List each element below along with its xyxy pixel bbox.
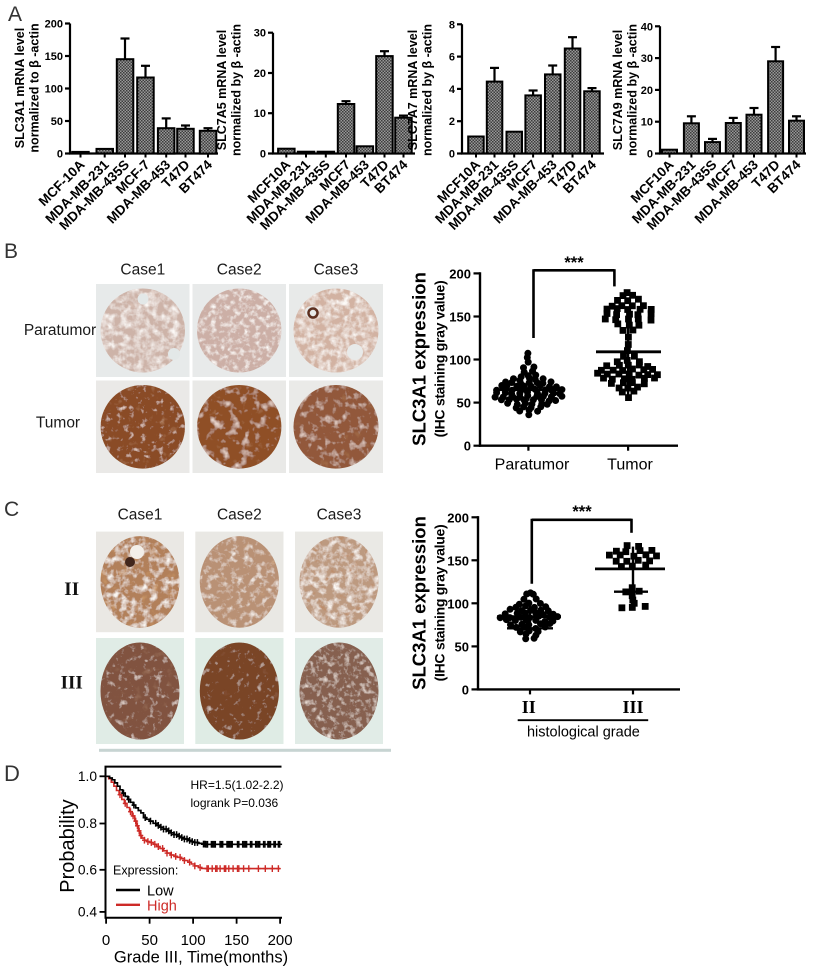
svg-text:0: 0 — [462, 682, 469, 697]
svg-text:200: 200 — [45, 19, 63, 31]
svg-text:III: III — [61, 673, 83, 694]
svg-text:150: 150 — [224, 932, 249, 949]
svg-text:50: 50 — [457, 396, 471, 411]
svg-text:200: 200 — [449, 266, 471, 281]
svg-text:SLC7A5 mRNA level: SLC7A5 mRNA level — [215, 30, 229, 150]
svg-text:normalized by β -actin: normalized by β -actin — [421, 24, 435, 156]
svg-text:Case1: Case1 — [118, 507, 163, 524]
svg-text:A: A — [8, 3, 22, 26]
svg-text:200: 200 — [447, 510, 469, 525]
svg-text:1.0: 1.0 — [78, 769, 98, 784]
svg-text:Paratumor: Paratumor — [24, 322, 96, 339]
svg-text:D: D — [4, 761, 20, 786]
svg-text:C: C — [4, 498, 19, 521]
svg-text:50: 50 — [455, 639, 469, 654]
svg-text:100: 100 — [45, 84, 63, 96]
svg-text:0.4: 0.4 — [78, 904, 98, 919]
svg-text:Case2: Case2 — [217, 262, 262, 279]
svg-text:0: 0 — [647, 149, 653, 161]
svg-text:B: B — [4, 240, 18, 263]
svg-text:(IHC staining gray value): (IHC staining gray value) — [432, 525, 448, 682]
svg-text:6: 6 — [449, 52, 455, 64]
svg-text:20: 20 — [254, 68, 266, 80]
svg-text:HR=1.5(1.02-2.2): HR=1.5(1.02-2.2) — [191, 778, 284, 792]
svg-text:2: 2 — [449, 116, 455, 128]
svg-text:III: III — [622, 697, 643, 717]
svg-text:100: 100 — [181, 932, 206, 949]
svg-text:200: 200 — [268, 932, 293, 949]
svg-text:0: 0 — [57, 149, 63, 161]
svg-text:0: 0 — [102, 932, 110, 949]
svg-text:SLC3A1 expression: SLC3A1 expression — [409, 272, 430, 446]
svg-text:SLC7A7 mRNA level: SLC7A7 mRNA level — [406, 30, 420, 150]
svg-text:logrank P=0.036: logrank P=0.036 — [191, 796, 279, 810]
svg-text:II: II — [64, 579, 79, 600]
svg-text:50: 50 — [141, 932, 158, 949]
svg-text:II: II — [522, 697, 536, 717]
svg-text:0: 0 — [464, 439, 471, 454]
svg-text:150: 150 — [449, 310, 471, 325]
svg-text:100: 100 — [447, 596, 469, 611]
svg-text:Tumor: Tumor — [607, 457, 653, 474]
svg-text:10: 10 — [254, 108, 266, 120]
svg-text:0.8: 0.8 — [78, 816, 98, 831]
svg-text:Case1: Case1 — [120, 262, 165, 279]
svg-text:4: 4 — [449, 84, 456, 96]
svg-text:10: 10 — [641, 117, 653, 129]
svg-text:SLC7A9 mRNA level: SLC7A9 mRNA level — [611, 30, 625, 150]
svg-text:150: 150 — [447, 553, 469, 568]
svg-text:Case3: Case3 — [317, 507, 362, 524]
svg-text:50: 50 — [51, 116, 63, 128]
svg-text:30: 30 — [254, 28, 266, 40]
svg-text:8: 8 — [449, 19, 455, 31]
svg-text:High: High — [147, 899, 177, 915]
svg-text:Expression:: Expression: — [113, 864, 178, 878]
svg-text:0: 0 — [260, 149, 266, 161]
svg-text:SLC3A1 mRNA level: SLC3A1 mRNA level — [13, 28, 27, 148]
svg-text:normalized by β -actin: normalized by β -actin — [230, 24, 244, 156]
svg-text:150: 150 — [45, 51, 63, 63]
svg-text:***: *** — [572, 503, 592, 521]
svg-text:0: 0 — [449, 149, 455, 161]
svg-text:Probability: Probability — [57, 799, 79, 892]
svg-text:40: 40 — [641, 21, 653, 33]
svg-text:SLC3A1 expression: SLC3A1 expression — [409, 516, 430, 690]
svg-text:normalized by β -actin: normalized by β -actin — [626, 24, 640, 156]
svg-text:Tumor: Tumor — [36, 415, 80, 432]
svg-text:20: 20 — [641, 85, 653, 97]
svg-text:30: 30 — [641, 53, 653, 65]
svg-text:(IHC staining gray value): (IHC staining gray value) — [432, 281, 448, 438]
svg-text:Case2: Case2 — [217, 507, 262, 524]
svg-text:histological grade: histological grade — [527, 725, 640, 741]
svg-text:Grade III, Time(months): Grade III, Time(months) — [114, 949, 288, 967]
svg-text:Paratumor: Paratumor — [495, 457, 570, 474]
svg-text:Case3: Case3 — [314, 262, 359, 279]
svg-text:normalized to β -actin: normalized to β -actin — [28, 23, 42, 152]
svg-text:0.6: 0.6 — [78, 862, 98, 877]
svg-text:Low: Low — [147, 884, 174, 900]
svg-text:100: 100 — [449, 353, 471, 368]
svg-text:***: *** — [564, 254, 584, 272]
